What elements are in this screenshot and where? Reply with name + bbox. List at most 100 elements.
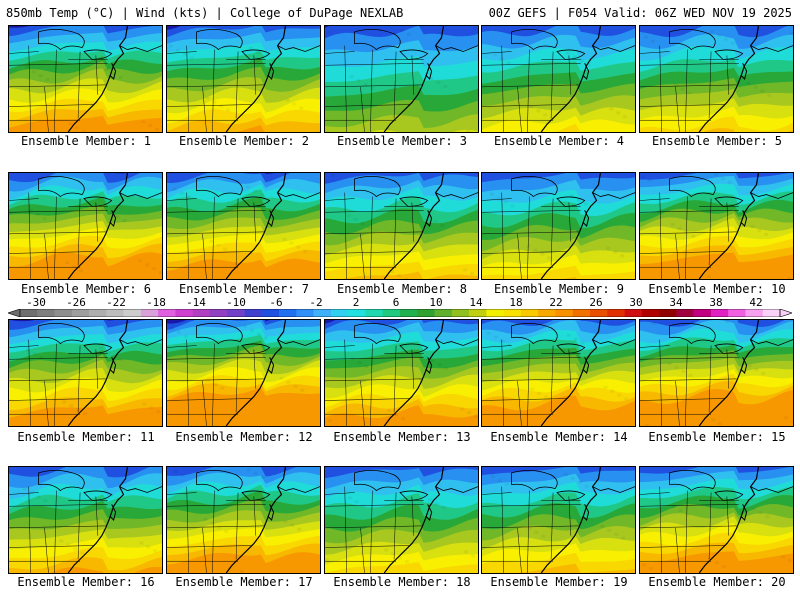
ensemble-member-label: Ensemble Member: 15: [648, 430, 786, 444]
ensemble-member-label: Ensemble Member: 10: [648, 282, 786, 296]
colorbar-swatch: [762, 309, 781, 317]
ensemble-member-label: Ensemble Member: 12: [175, 430, 313, 444]
colorbar-swatch: [451, 309, 470, 317]
ensemble-member-map: [166, 25, 321, 133]
colorbar-tick: -26: [66, 296, 86, 309]
temperature-field: [325, 467, 478, 573]
ensemble-member-label: Ensemble Member: 14: [490, 430, 628, 444]
colorbar-swatch: [140, 309, 159, 317]
colorbar-swatch: [71, 309, 90, 317]
colorbar-tick: 38: [709, 296, 723, 309]
colorbar-swatch: [89, 309, 107, 317]
colorbar-swatch: [693, 309, 712, 317]
colorbar-swatch: [192, 309, 211, 317]
map-title: 850mb Temp (°C) | Wind (kts) | College o…: [6, 6, 404, 20]
ensemble-member-map: [639, 172, 794, 280]
colorbar-swatch: [158, 309, 176, 317]
ensemble-member-map: [166, 466, 321, 574]
colorbar-swatch: [555, 309, 574, 317]
ensemble-member-label: Ensemble Member: 9: [493, 282, 625, 296]
colorbar-tick: 14: [469, 296, 483, 309]
ensemble-member-map: [481, 25, 636, 133]
colorbar-swatch: [469, 309, 487, 317]
temperature-field: [482, 320, 635, 426]
temperature-field: [482, 173, 635, 279]
colorbar-swatch: [227, 309, 245, 317]
ensemble-member-label: Ensemble Member: 6: [20, 282, 152, 296]
ensemble-member-map: [8, 25, 163, 133]
temperature-field: [325, 26, 478, 132]
colorbar-tick: -6: [269, 296, 283, 309]
colorbar-swatch: [175, 309, 194, 317]
colorbar-swatch: [400, 309, 418, 317]
ensemble-member-map: [166, 319, 321, 427]
ensemble-member-label: Ensemble Member: 2: [178, 134, 310, 148]
temperature-field: [640, 173, 793, 279]
colorbar-swatch: [417, 309, 435, 317]
temperature-field: [167, 467, 320, 573]
ensemble-member-map: [324, 319, 479, 427]
ensemble-member-label: Ensemble Member: 5: [651, 134, 783, 148]
colorbar-swatch: [54, 309, 73, 317]
ensemble-member-map: [639, 25, 794, 133]
colorbar-swatch: [538, 309, 556, 317]
colorbar-tick: 30: [629, 296, 643, 309]
colorbar-swatch: [382, 309, 401, 317]
temperature-colorbar: [8, 309, 792, 317]
ensemble-member-label: Ensemble Member: 11: [17, 430, 155, 444]
ensemble-member-map: [166, 172, 321, 280]
colorbar-swatch: [330, 309, 349, 317]
colorbar-tick: -14: [186, 296, 206, 309]
temperature-field: [482, 467, 635, 573]
colorbar-tick: -18: [146, 296, 166, 309]
temperature-field: [167, 26, 320, 132]
colorbar-swatch: [607, 309, 625, 317]
temperature-field: [9, 320, 162, 426]
colorbar-tick: 22: [549, 296, 563, 309]
temperature-field: [640, 467, 793, 573]
colorbar-swatch: [434, 309, 453, 317]
ensemble-member-map: [324, 172, 479, 280]
colorbar-swatch: [590, 309, 608, 317]
colorbar-swatch: [279, 309, 297, 317]
colorbar-swatch: [572, 309, 591, 317]
colorbar-tick: -2: [309, 296, 323, 309]
ensemble-member-map: [8, 172, 163, 280]
temperature-field: [325, 320, 478, 426]
colorbar-swatch: [313, 309, 332, 317]
colorbar-swatch: [20, 309, 38, 317]
colorbar-swatch: [503, 309, 522, 317]
temperature-field: [9, 173, 162, 279]
ensemble-member-label: Ensemble Member: 17: [175, 575, 313, 589]
colorbar-swatch: [106, 309, 124, 317]
ensemble-member-label: Ensemble Member: 4: [493, 134, 625, 148]
colorbar-swatch: [624, 309, 643, 317]
ensemble-member-label: Ensemble Member: 8: [336, 282, 468, 296]
ensemble-member-label: Ensemble Member: 20: [648, 575, 786, 589]
colorbar-swatch: [210, 309, 228, 317]
temperature-field: [640, 26, 793, 132]
ensemble-member-map: [639, 319, 794, 427]
colorbar-swatch: [296, 309, 314, 317]
ensemble-member-label: Ensemble Member: 19: [490, 575, 628, 589]
ensemble-member-label: Ensemble Member: 1: [20, 134, 152, 148]
colorbar-swatch: [123, 309, 142, 317]
colorbar-tick: 18: [509, 296, 523, 309]
colorbar-tick: 2: [352, 296, 360, 309]
colorbar-swatch: [676, 309, 694, 317]
colorbar-swatch: [37, 309, 55, 317]
colorbar-swatch: [641, 309, 660, 317]
colorbar-tick: -30: [26, 296, 46, 309]
colorbar-swatch: [244, 309, 263, 317]
colorbar-tick: 34: [669, 296, 683, 309]
temperature-field: [9, 467, 162, 573]
colorbar-swatch: [486, 309, 504, 317]
ensemble-member-map: [324, 25, 479, 133]
temperature-field: [325, 173, 478, 279]
ensemble-member-map: [481, 172, 636, 280]
colorbar-swatch: [745, 309, 764, 317]
ensemble-member-map: [481, 466, 636, 574]
ensemble-member-map: [8, 466, 163, 574]
ensemble-member-map: [8, 319, 163, 427]
colorbar-swatch: [520, 309, 539, 317]
